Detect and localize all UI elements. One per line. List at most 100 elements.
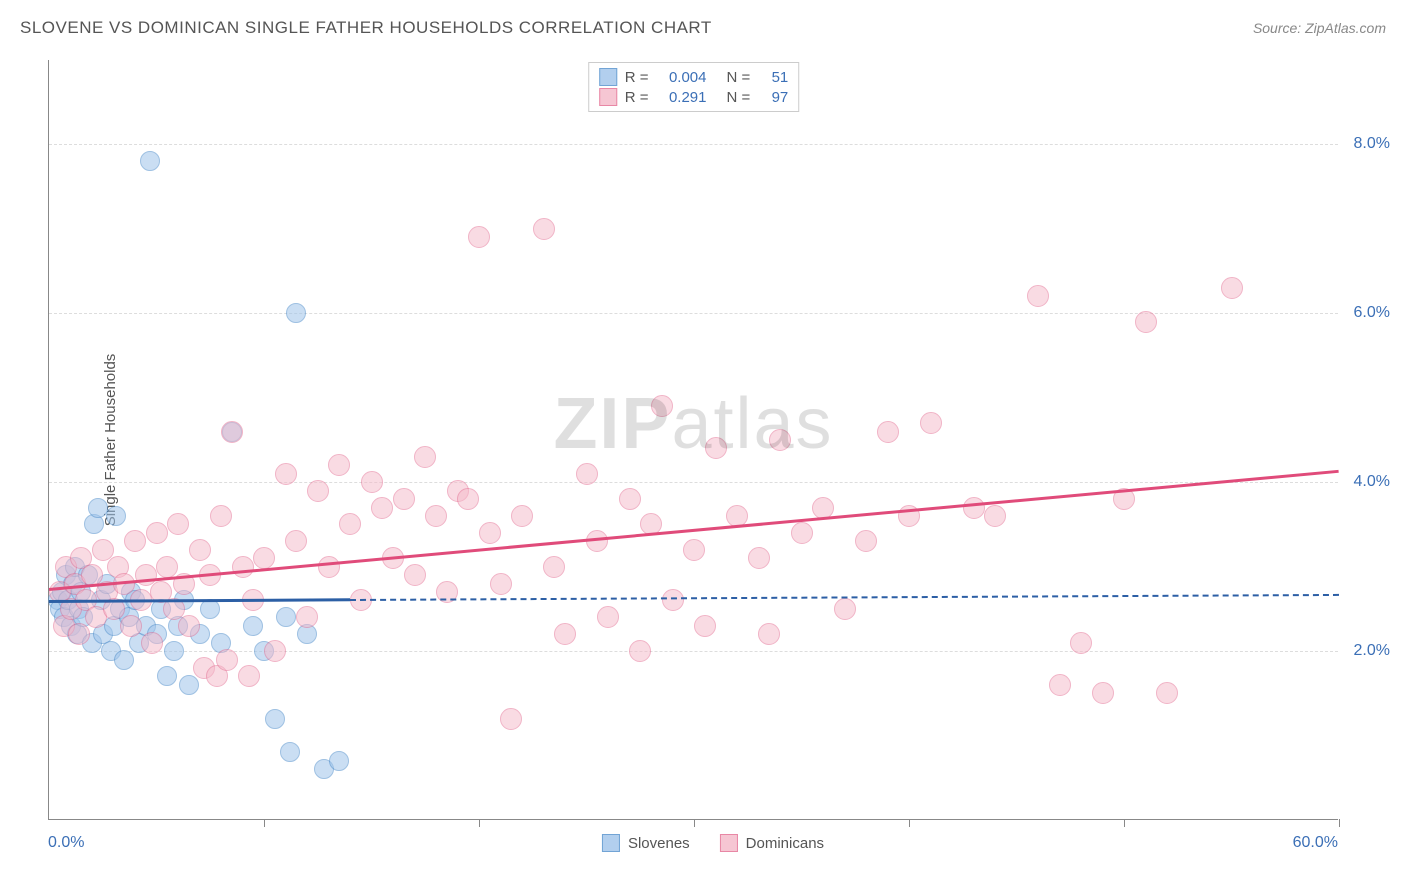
- x-tick: [1339, 819, 1340, 827]
- x-tick: [694, 819, 695, 827]
- r-value: 0.004: [657, 69, 707, 86]
- data-point-dominicans: [425, 505, 447, 527]
- data-point-dominicans: [576, 463, 598, 485]
- data-point-dominicans: [662, 589, 684, 611]
- legend-swatch-icon: [599, 88, 617, 106]
- data-point-dominicans: [307, 480, 329, 502]
- r-value: 0.291: [657, 89, 707, 106]
- source-label: Source: ZipAtlas.com: [1253, 20, 1386, 36]
- data-point-slovenes: [157, 666, 177, 686]
- data-point-dominicans: [393, 488, 415, 510]
- chart-title: SLOVENE VS DOMINICAN SINGLE FATHER HOUSE…: [20, 18, 712, 38]
- gridline: [49, 482, 1338, 483]
- trendline: [49, 599, 350, 604]
- data-point-dominicans: [361, 471, 383, 493]
- r-label: R =: [625, 69, 649, 86]
- data-point-dominicans: [812, 497, 834, 519]
- chart-container: Single Father Households ZIPatlas R =0.0…: [48, 60, 1378, 820]
- data-point-dominicans: [1070, 632, 1092, 654]
- data-point-dominicans: [1049, 674, 1071, 696]
- data-point-dominicans: [371, 497, 393, 519]
- data-point-dominicans: [296, 606, 318, 628]
- data-point-dominicans: [984, 505, 1006, 527]
- data-point-dominicans: [404, 564, 426, 586]
- data-point-dominicans: [1027, 285, 1049, 307]
- x-tick: [909, 819, 910, 827]
- data-point-dominicans: [619, 488, 641, 510]
- data-point-dominicans: [705, 437, 727, 459]
- data-point-dominicans: [1135, 311, 1157, 333]
- data-point-slovenes: [286, 303, 306, 323]
- data-point-dominicans: [339, 513, 361, 535]
- plot-area: ZIPatlas R =0.004N =51R =0.291N =97 2.0%…: [48, 60, 1338, 820]
- data-point-dominicans: [533, 218, 555, 240]
- data-point-dominicans: [1156, 682, 1178, 704]
- data-point-dominicans: [328, 454, 350, 476]
- y-tick-label: 6.0%: [1354, 304, 1390, 322]
- data-point-dominicans: [178, 615, 200, 637]
- data-point-dominicans: [694, 615, 716, 637]
- data-point-dominicans: [834, 598, 856, 620]
- data-point-dominicans: [253, 547, 275, 569]
- data-point-dominicans: [120, 615, 142, 637]
- data-point-dominicans: [500, 708, 522, 730]
- y-tick-label: 8.0%: [1354, 135, 1390, 153]
- r-label: R =: [625, 89, 649, 106]
- data-point-dominicans: [490, 573, 512, 595]
- data-point-dominicans: [769, 429, 791, 451]
- n-label: N =: [727, 69, 751, 86]
- legend-stats-row-dominicans: R = 0.291 N = 97: [599, 87, 789, 107]
- data-point-dominicans: [554, 623, 576, 645]
- legend-stats: R = 0.004 N = 51 R = 0.291 N = 97: [588, 62, 800, 112]
- x-axis-max: 60.0%: [1293, 834, 1338, 852]
- data-point-dominicans: [167, 513, 189, 535]
- data-point-dominicans: [232, 556, 254, 578]
- data-point-slovenes: [265, 709, 285, 729]
- legend-series: SlovenesDominicans: [602, 834, 824, 852]
- y-tick-label: 4.0%: [1354, 473, 1390, 491]
- data-point-slovenes: [164, 641, 184, 661]
- data-point-dominicans: [479, 522, 501, 544]
- x-tick: [1124, 819, 1125, 827]
- data-point-dominicans: [855, 530, 877, 552]
- data-point-dominicans: [189, 539, 211, 561]
- data-point-slovenes: [276, 607, 296, 627]
- watermark: ZIPatlas: [553, 383, 833, 465]
- data-point-slovenes: [179, 675, 199, 695]
- data-point-slovenes: [243, 616, 263, 636]
- data-point-dominicans: [156, 556, 178, 578]
- n-label: N =: [727, 89, 751, 106]
- data-point-dominicans: [318, 556, 340, 578]
- data-point-slovenes: [106, 506, 126, 526]
- x-tick: [479, 819, 480, 827]
- data-point-slovenes: [280, 742, 300, 762]
- data-point-slovenes: [114, 650, 134, 670]
- data-point-dominicans: [683, 539, 705, 561]
- data-point-dominicans: [597, 606, 619, 628]
- data-point-dominicans: [216, 649, 238, 671]
- data-point-dominicans: [468, 226, 490, 248]
- data-point-slovenes: [140, 151, 160, 171]
- legend-swatch-icon: [720, 834, 738, 852]
- data-point-dominicans: [651, 395, 673, 417]
- data-point-dominicans: [275, 463, 297, 485]
- n-value: 51: [758, 69, 788, 86]
- data-point-dominicans: [791, 522, 813, 544]
- legend-swatch-icon: [599, 68, 617, 86]
- y-tick-label: 2.0%: [1354, 642, 1390, 660]
- data-point-dominicans: [124, 530, 146, 552]
- data-point-dominicans: [457, 488, 479, 510]
- n-value: 97: [758, 89, 788, 106]
- gridline: [49, 651, 1338, 652]
- legend-item-dominicans: Dominicans: [720, 834, 824, 852]
- data-point-dominicans: [210, 505, 232, 527]
- data-point-dominicans: [1221, 277, 1243, 299]
- trendline: [49, 470, 1339, 591]
- data-point-slovenes: [329, 751, 349, 771]
- x-axis-min: 0.0%: [48, 834, 84, 852]
- legend-swatch-icon: [602, 834, 620, 852]
- legend-label: Dominicans: [746, 835, 824, 852]
- data-point-dominicans: [238, 665, 260, 687]
- data-point-dominicans: [758, 623, 780, 645]
- data-point-dominicans: [414, 446, 436, 468]
